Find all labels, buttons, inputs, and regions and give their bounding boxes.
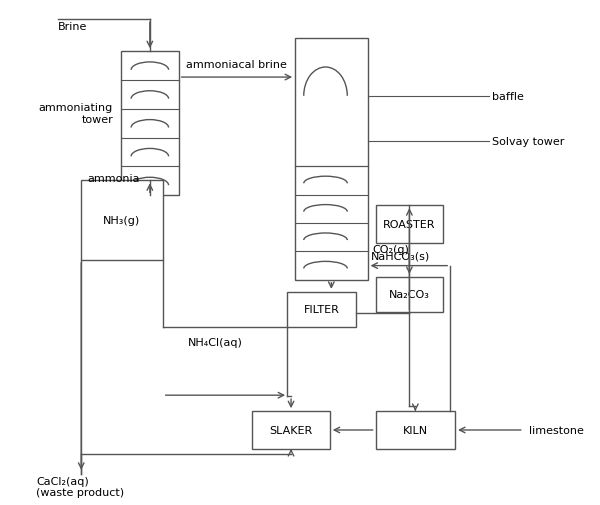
Text: Na₂CO₃: Na₂CO₃ xyxy=(389,290,430,299)
Bar xyxy=(295,39,368,280)
Bar xyxy=(81,181,163,261)
Text: baffle: baffle xyxy=(492,91,524,102)
Text: Solvay tower: Solvay tower xyxy=(492,136,565,146)
Text: ammonia: ammonia xyxy=(88,174,140,183)
Text: NH₃(g): NH₃(g) xyxy=(103,216,140,226)
Text: Brine: Brine xyxy=(58,22,88,32)
Text: KILN: KILN xyxy=(403,425,428,435)
Bar xyxy=(376,411,455,449)
Text: ammoniacal brine: ammoniacal brine xyxy=(187,60,287,70)
Bar xyxy=(376,277,443,312)
Text: limestone: limestone xyxy=(529,425,584,435)
Text: ROASTER: ROASTER xyxy=(383,220,436,230)
Text: NaHCO₃(s): NaHCO₃(s) xyxy=(371,251,430,262)
Text: SLAKER: SLAKER xyxy=(269,425,313,435)
Text: FILTER: FILTER xyxy=(304,305,340,315)
Text: NH₄Cl(aq): NH₄Cl(aq) xyxy=(188,337,243,347)
Text: CO₂(g): CO₂(g) xyxy=(373,244,409,254)
Bar xyxy=(376,206,443,243)
Text: CaCl₂(aq)
(waste product): CaCl₂(aq) (waste product) xyxy=(37,476,125,497)
Bar xyxy=(121,52,179,196)
Bar xyxy=(252,411,330,449)
Text: ammoniating
tower: ammoniating tower xyxy=(39,103,113,125)
Bar xyxy=(287,292,356,327)
